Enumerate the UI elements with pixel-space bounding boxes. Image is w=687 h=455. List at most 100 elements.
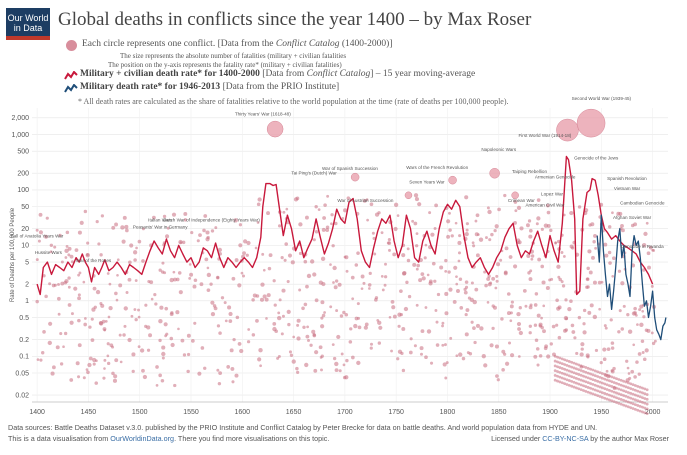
conflict-dot: [540, 227, 544, 231]
conflict-dot: [572, 376, 576, 379]
conflict-dot: [381, 288, 385, 292]
conflict-dot: [441, 321, 445, 325]
conflict-dot: [497, 207, 501, 212]
conflict-dot: [605, 369, 609, 373]
conflict-dot: [320, 324, 325, 329]
conflict-dot: [586, 386, 590, 389]
conflict-dot: [58, 233, 62, 238]
conflict-dot: [252, 293, 257, 298]
conflict-dot: [465, 228, 469, 232]
conflict-dot: [516, 205, 522, 211]
conflict-dot: [577, 377, 581, 381]
conflict-dot: [435, 343, 440, 347]
conflict-dot: [82, 280, 86, 284]
conflict-dot: [210, 229, 215, 233]
conflict-dot: [35, 299, 39, 304]
conflict-dot: [629, 387, 633, 390]
conflict-dot: [323, 203, 327, 207]
conflict-dot: [356, 360, 361, 366]
conflict-dot: [615, 396, 618, 400]
conflict-dot: [288, 350, 292, 354]
conflict-dot: [638, 404, 642, 408]
conflict-dot: [478, 237, 484, 242]
conflict-dot: [349, 327, 353, 331]
conflict-dot: [399, 289, 403, 293]
conflict-dot: [603, 324, 607, 328]
conflict-dot: [390, 349, 393, 353]
conflict-dot: [210, 311, 216, 317]
conflict-dot: [331, 343, 335, 347]
license-link[interactable]: CC-BY-NC-SA: [542, 434, 589, 443]
conflict-dot: [166, 226, 170, 230]
conflict-dot: [364, 322, 369, 327]
conflict-dot: [579, 378, 583, 382]
conflict-dot: [612, 385, 616, 389]
conflict-dot: [574, 372, 578, 375]
conflict-dot: [591, 387, 595, 391]
conflict-dot: [424, 355, 428, 360]
conflict-dot: [444, 258, 448, 263]
conflict-dot: [114, 291, 118, 296]
conflict-dot: [337, 282, 342, 287]
blue-series-line: [596, 214, 667, 341]
conflict-dot: [258, 348, 263, 353]
conflict-dot: [423, 256, 427, 260]
conflict-dot: [114, 358, 119, 363]
conflict-dot: [575, 351, 579, 355]
conflict-dot: [645, 393, 649, 396]
conflict-dot: [35, 228, 39, 232]
conflict-dot: [509, 304, 514, 309]
conflict-dot: [332, 281, 335, 284]
conflict-dot: [283, 258, 287, 262]
owid-link[interactable]: OurWorldinData.org: [110, 434, 175, 443]
conflict-dot: [602, 347, 607, 352]
conflict-dot: [610, 394, 614, 398]
conflict-dot: [272, 279, 276, 283]
conflict-dot: [534, 338, 539, 343]
conflict-dot: [483, 270, 487, 274]
conflict-dot: [127, 277, 132, 282]
conflict-dot: [57, 312, 61, 316]
conflict-dot: [193, 321, 197, 325]
conflict-dot: [83, 322, 88, 327]
conflict-dot: [486, 206, 490, 210]
conflict-dot: [256, 221, 260, 224]
conflict-dot: [384, 262, 387, 266]
conflict-dot: [171, 212, 177, 217]
conflict-dot: [109, 343, 114, 348]
conflict-dot: [77, 343, 82, 348]
y-tick-label: 2,000: [11, 115, 29, 122]
conflict-dot: [366, 218, 369, 222]
conflict-dot: [272, 322, 277, 326]
conflict-dot: [638, 409, 642, 413]
conflict-dot: [396, 357, 400, 361]
conflict-dot: [582, 384, 585, 388]
conflict-dot: [593, 379, 597, 382]
conflict-dot: [631, 388, 635, 391]
conflict-dot: [317, 208, 321, 212]
conflict-dot: [636, 394, 640, 398]
conflict-dot: [447, 270, 451, 274]
conflict-dot: [580, 342, 585, 347]
conflict-dot: [44, 234, 49, 239]
conflict-dot: [73, 286, 78, 291]
conflict-dot: [629, 382, 633, 386]
conflict-dot: [475, 253, 480, 258]
conflict-dot: [567, 364, 571, 368]
conflict-dot: [504, 361, 510, 366]
conflict-dot: [603, 372, 607, 376]
conflict-dot: [483, 363, 488, 368]
conflict-dot: [464, 332, 469, 337]
conflict-annotation: American Civil War: [525, 203, 564, 208]
conflict-dot: [453, 265, 458, 270]
conflict-dot: [584, 375, 588, 379]
conflict-dot: [50, 371, 55, 376]
conflict-dot: [107, 315, 111, 319]
conflict-dot: [489, 343, 494, 348]
conflict-dot: [112, 378, 118, 383]
conflict-dot: [320, 354, 324, 358]
conflict-dot: [103, 367, 106, 370]
conflict-dot: [246, 240, 251, 246]
conflict-dot: [192, 284, 197, 289]
conflict-dot: [621, 228, 625, 233]
